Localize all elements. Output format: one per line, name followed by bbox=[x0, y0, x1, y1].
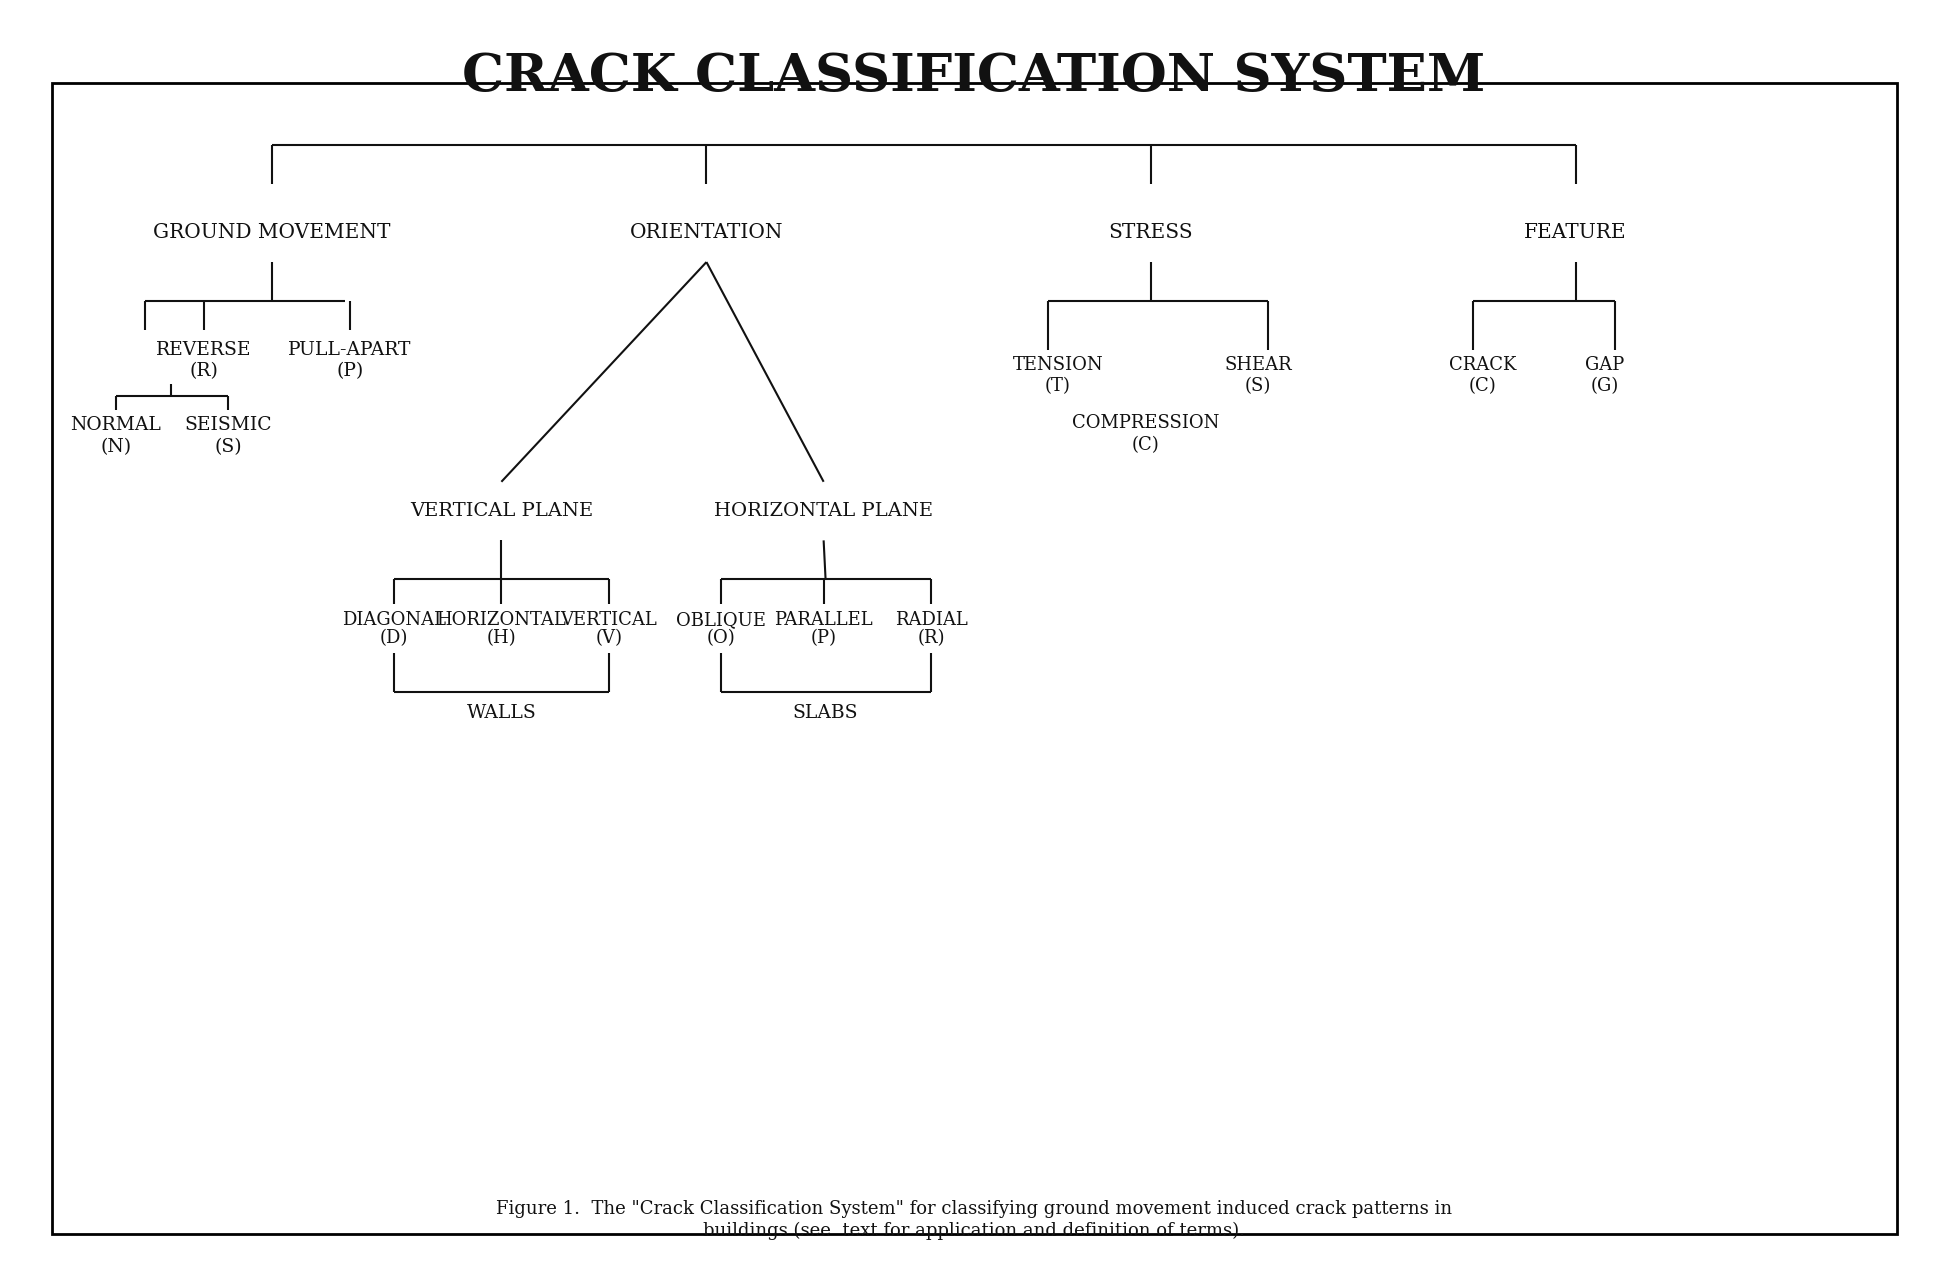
Text: PULL-APART: PULL-APART bbox=[288, 341, 411, 359]
Text: RADIAL: RADIAL bbox=[894, 611, 966, 630]
Text: CRACK CLASSIFICATION SYSTEM: CRACK CLASSIFICATION SYSTEM bbox=[462, 51, 1484, 102]
Text: HORIZONTAL PLANE: HORIZONTAL PLANE bbox=[713, 502, 933, 520]
Text: WALLS: WALLS bbox=[466, 704, 536, 722]
Text: (S): (S) bbox=[214, 437, 242, 456]
Text: (G): (G) bbox=[1590, 377, 1619, 395]
Text: (D): (D) bbox=[380, 629, 407, 647]
Text: DIAGONAL: DIAGONAL bbox=[341, 611, 446, 630]
Text: ORIENTATION: ORIENTATION bbox=[629, 224, 783, 243]
Text: (P): (P) bbox=[810, 629, 836, 647]
Text: COMPRESSION: COMPRESSION bbox=[1071, 414, 1219, 432]
Text: FEATURE: FEATURE bbox=[1523, 224, 1627, 243]
Text: OBLIQUE: OBLIQUE bbox=[676, 611, 766, 630]
Text: NORMAL: NORMAL bbox=[70, 417, 162, 435]
Text: Figure 1.  The "Crack Classification System" for classifying ground movement ind: Figure 1. The "Crack Classification Syst… bbox=[495, 1200, 1451, 1218]
Text: CRACK: CRACK bbox=[1449, 355, 1516, 373]
Text: (O): (O) bbox=[707, 629, 734, 647]
Text: STRESS: STRESS bbox=[1108, 224, 1192, 243]
Text: (C): (C) bbox=[1469, 377, 1496, 395]
Text: TENSION: TENSION bbox=[1013, 355, 1103, 373]
Text: SEISMIC: SEISMIC bbox=[183, 417, 271, 435]
Text: (T): (T) bbox=[1044, 377, 1069, 395]
Text: VERTICAL PLANE: VERTICAL PLANE bbox=[409, 502, 592, 520]
Text: PARALLEL: PARALLEL bbox=[773, 611, 873, 630]
Text: GAP: GAP bbox=[1584, 355, 1623, 373]
Text: SLABS: SLABS bbox=[793, 704, 857, 722]
Text: (C): (C) bbox=[1132, 436, 1159, 454]
Text: REVERSE: REVERSE bbox=[156, 341, 251, 359]
Text: (N): (N) bbox=[99, 437, 131, 456]
Text: SHEAR: SHEAR bbox=[1223, 355, 1292, 373]
Text: HORIZONTAL: HORIZONTAL bbox=[436, 611, 567, 630]
Text: VERTICAL: VERTICAL bbox=[561, 611, 656, 630]
Text: (R): (R) bbox=[918, 629, 945, 647]
Text: (H): (H) bbox=[487, 629, 516, 647]
Text: (P): (P) bbox=[337, 363, 364, 381]
Text: GROUND MOVEMENT: GROUND MOVEMENT bbox=[154, 224, 390, 243]
Text: (R): (R) bbox=[189, 363, 218, 381]
Text: buildings (see  text for application and definition of terms).: buildings (see text for application and … bbox=[703, 1222, 1245, 1240]
Text: (S): (S) bbox=[1245, 377, 1270, 395]
Text: (V): (V) bbox=[594, 629, 621, 647]
